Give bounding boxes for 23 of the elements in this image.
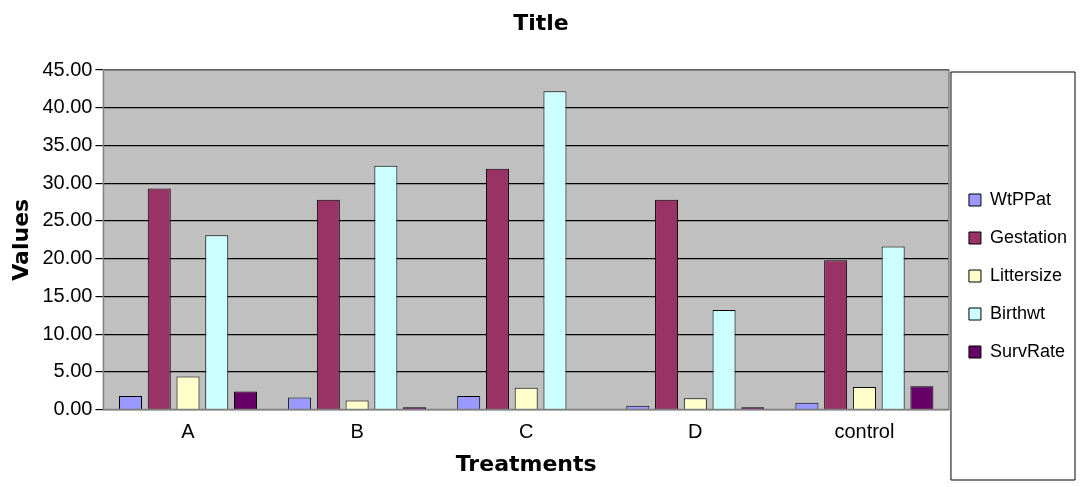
- y-tick-label: 15.00: [42, 283, 93, 306]
- y-tick-label: 45.00: [42, 57, 93, 80]
- y-axis-title: Values: [7, 198, 33, 281]
- y-tick-label: 25.00: [42, 208, 93, 231]
- legend-label: Birthwt: [989, 302, 1045, 323]
- y-tick-label: 35.00: [42, 132, 93, 155]
- y-tick-label: 40.00: [42, 95, 93, 118]
- y-tick-label: 0.00: [53, 397, 93, 420]
- y-tick-label: 10.00: [42, 321, 93, 344]
- y-tick-label: 5.00: [53, 359, 93, 382]
- legend-label: Gestation: [989, 226, 1067, 247]
- legend-label: WtPPat: [989, 188, 1051, 209]
- x-tick-label: C: [518, 420, 534, 443]
- x-tick-label: A: [181, 420, 196, 443]
- x-tick-label: B: [350, 420, 364, 443]
- x-tick-label: D: [688, 420, 703, 443]
- y-tick-label: 30.00: [42, 170, 93, 193]
- chart-title: Title: [512, 10, 570, 35]
- legend-label: Littersize: [989, 264, 1062, 285]
- x-tick-label: control: [834, 420, 895, 443]
- x-axis-title: Treatments: [455, 450, 597, 476]
- y-tick-label: 20.00: [42, 246, 93, 269]
- legend-label: SurvRate: [989, 340, 1065, 361]
